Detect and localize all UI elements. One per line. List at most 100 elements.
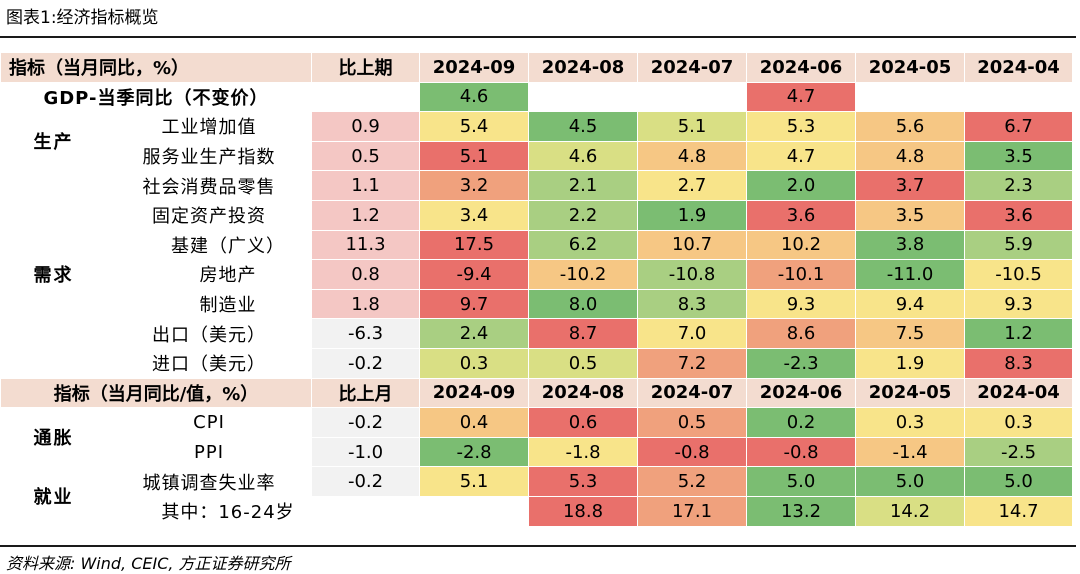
cell: -0.2 — [311, 466, 421, 497]
cell: 2.1 — [528, 170, 639, 201]
cell — [419, 495, 530, 527]
cell: 9.3 — [746, 288, 857, 320]
cell: 4.8 — [855, 140, 966, 172]
header-month: 2024-07 — [637, 52, 748, 83]
cell: 5.9 — [964, 229, 1074, 261]
cell: 1.2 — [964, 318, 1074, 349]
cell: 0.5 — [637, 407, 748, 438]
cell: 6.2 — [528, 229, 639, 261]
header-month: 2024-04 — [964, 52, 1074, 83]
figure-title: 图表1:经济指标概览 — [6, 8, 159, 28]
cell: 2.2 — [528, 199, 639, 231]
cell: 10.2 — [746, 229, 857, 261]
cell: -0.8 — [746, 436, 857, 468]
top-rule — [0, 36, 1076, 38]
cell — [637, 81, 748, 113]
cell: -2.3 — [746, 347, 857, 379]
cell: 5.1 — [419, 140, 530, 172]
cell: 4.6 — [419, 81, 530, 113]
cell: 1.2 — [311, 199, 421, 231]
cell: 11.3 — [311, 229, 421, 261]
cell: 7.2 — [637, 347, 748, 379]
cell: 14.7 — [964, 495, 1074, 527]
header-month: 2024-09 — [419, 377, 530, 409]
cell: 6.7 — [964, 111, 1074, 142]
cell — [311, 495, 421, 527]
row-label: 服务业生产指数 — [105, 140, 313, 172]
cell: 5.3 — [528, 466, 639, 497]
group-label-demand: 需求 — [0, 170, 107, 379]
table-row: 通胀 CPI -0.2 0.4 0.6 0.5 0.2 0.3 0.3 — [0, 407, 1074, 468]
section2-header-row: 指标（当月同比/值，%） 比上月 2024-09 2024-08 2024-07… — [0, 377, 1074, 409]
cell: 18.8 — [528, 495, 639, 527]
group-label-production: 生产 — [0, 111, 107, 172]
table-row: GDP-当季同比（不变价） 4.6 4.7 — [0, 81, 1074, 113]
cell: -1.8 — [528, 436, 639, 468]
row-label: PPI — [105, 436, 313, 468]
table-row: PPI -1.0 -2.8 -1.8 -0.8 -0.8 -1.4 -2.5 — [1, 436, 1074, 468]
table-row: 其中：16-24岁 18.8 17.1 13.2 14.2 14.7 — [1, 495, 1074, 527]
cell — [964, 81, 1074, 113]
header-month: 2024-08 — [528, 377, 639, 409]
source-note: 资料来源: Wind, CEIC, 方正证券研究所 — [6, 554, 291, 573]
cell: 2.3 — [964, 170, 1074, 201]
cell: 2.4 — [419, 318, 530, 349]
cell: 8.6 — [746, 318, 857, 349]
cell: 1.8 — [311, 288, 421, 320]
cell: 3.7 — [855, 170, 966, 201]
header-month: 2024-05 — [855, 52, 966, 83]
bottom-rule — [0, 545, 1076, 547]
cell: 1.9 — [637, 199, 748, 231]
group-label-inflation: 通胀 — [0, 407, 107, 468]
cell: 5.0 — [964, 466, 1074, 497]
cell: 9.3 — [964, 288, 1074, 320]
header-month: 2024-06 — [746, 377, 857, 409]
header-month: 2024-08 — [528, 52, 639, 83]
cell: 2.7 — [637, 170, 748, 201]
row-label: 城镇调查失业率 — [105, 466, 313, 497]
cell — [311, 81, 421, 113]
cell — [528, 81, 639, 113]
cell: -0.2 — [311, 347, 421, 379]
cell: 0.3 — [855, 407, 966, 438]
row-label: 基建（广义） — [105, 229, 313, 261]
cell: -0.2 — [311, 407, 421, 438]
cell: 13.2 — [746, 495, 857, 527]
cell: 9.4 — [855, 288, 966, 320]
header-month: 2024-06 — [746, 52, 857, 83]
table-row: 需求 社会消费品零售 1.1 3.2 2.1 2.7 2.0 3.7 2.3 — [0, 170, 1074, 379]
cell: 5.0 — [746, 466, 857, 497]
cell: 2.0 — [746, 170, 857, 201]
cell: 4.8 — [637, 140, 748, 172]
cell: 5.1 — [637, 111, 748, 142]
table-row: 基建（广义） 11.3 17.5 6.2 10.7 10.2 3.8 5.9 — [1, 229, 1074, 261]
cell: 8.3 — [637, 288, 748, 320]
cell: 4.7 — [746, 140, 857, 172]
cell: 0.3 — [419, 347, 530, 379]
cell: 8.3 — [964, 347, 1074, 379]
row-label: 出口（美元） — [105, 318, 313, 349]
cell: -10.1 — [746, 259, 857, 290]
cell: 3.2 — [419, 170, 530, 201]
table-row: 制造业 1.8 9.7 8.0 8.3 9.3 9.4 9.3 — [1, 288, 1074, 320]
cell: 17.1 — [637, 495, 748, 527]
cell: 0.5 — [311, 140, 421, 172]
cell: 8.0 — [528, 288, 639, 320]
cell: 7.0 — [637, 318, 748, 349]
cell: 9.7 — [419, 288, 530, 320]
header-indicator: 指标（当月同比/值，%） — [0, 377, 313, 409]
cell: 3.5 — [964, 140, 1074, 172]
cell: 1.1 — [311, 170, 421, 201]
header-indicator: 指标（当月同比，%） — [0, 52, 313, 83]
header-change: 比上期 — [311, 52, 421, 83]
cell: 8.7 — [528, 318, 639, 349]
cell: 0.2 — [746, 407, 857, 438]
row-label: 进口（美元） — [105, 347, 313, 379]
cell: -1.0 — [311, 436, 421, 468]
cell: 0.8 — [311, 259, 421, 290]
cell: 1.9 — [855, 347, 966, 379]
cell: -6.3 — [311, 318, 421, 349]
cell — [855, 81, 966, 113]
cell: -10.5 — [964, 259, 1074, 290]
indicator-table: 指标（当月同比，%） 比上期 2024-09 2024-08 2024-07 2… — [0, 52, 1074, 527]
